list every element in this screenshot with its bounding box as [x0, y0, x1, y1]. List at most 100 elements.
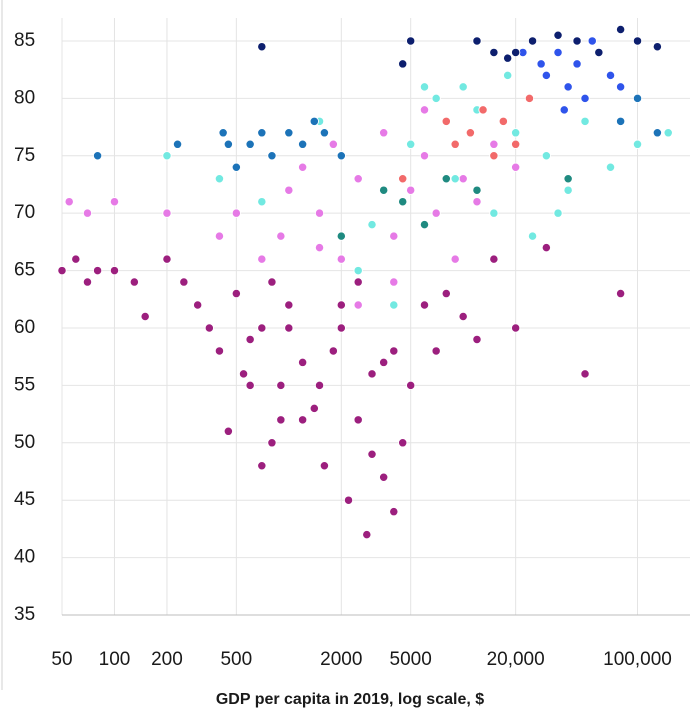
point	[257, 461, 267, 471]
point	[336, 300, 346, 310]
y-tick-label: 40	[14, 547, 35, 568]
point	[398, 59, 408, 69]
point	[431, 346, 441, 356]
point	[563, 82, 573, 92]
y-tick-label: 55	[14, 374, 35, 395]
point	[82, 277, 93, 287]
point	[367, 369, 377, 379]
point	[129, 277, 139, 287]
point	[284, 128, 294, 138]
point	[406, 36, 416, 46]
x-tick-label: 100	[99, 649, 131, 670]
point	[257, 323, 267, 333]
point	[472, 334, 482, 345]
point	[336, 323, 346, 333]
point	[406, 380, 416, 391]
point	[472, 185, 482, 195]
point	[367, 449, 377, 459]
point	[541, 242, 552, 253]
point	[245, 380, 255, 391]
point	[71, 254, 81, 264]
point	[632, 93, 643, 104]
point	[489, 151, 499, 161]
point	[297, 139, 308, 149]
point	[238, 369, 249, 379]
point	[362, 529, 372, 540]
point	[297, 415, 308, 425]
y-tick-label: 45	[14, 489, 35, 510]
point	[162, 254, 172, 264]
point	[389, 300, 399, 310]
point	[472, 197, 482, 207]
point	[379, 128, 389, 138]
point	[109, 265, 120, 276]
point	[223, 139, 234, 149]
point	[580, 93, 590, 104]
y-tick-label: 70	[14, 202, 35, 223]
point	[511, 162, 521, 172]
point	[389, 231, 399, 241]
point	[458, 174, 468, 184]
point	[92, 151, 103, 161]
point	[615, 288, 626, 299]
point	[309, 116, 319, 126]
point	[379, 357, 389, 368]
point	[580, 369, 590, 379]
point	[223, 426, 234, 436]
point	[353, 300, 363, 310]
point	[257, 197, 267, 207]
point	[82, 208, 93, 218]
point	[652, 42, 663, 52]
labels: 35 40 45 50 55 60 65 70 75 80 85 50 100 200 500 2000 500…	[14, 30, 672, 670]
point	[419, 151, 430, 161]
point	[314, 242, 325, 253]
point	[572, 36, 582, 46]
point	[389, 507, 399, 517]
point	[328, 139, 338, 149]
point	[109, 197, 120, 207]
point	[441, 174, 451, 184]
point	[632, 36, 643, 46]
point	[276, 415, 286, 425]
point	[406, 185, 416, 195]
point	[140, 311, 150, 322]
point	[541, 151, 552, 161]
x-tick-label: 2000	[320, 649, 362, 670]
x-tick-label: 20,000	[487, 649, 545, 670]
point	[478, 105, 488, 115]
point	[284, 300, 294, 310]
point	[336, 254, 346, 264]
point	[343, 495, 354, 505]
point	[419, 220, 430, 230]
point	[511, 323, 521, 333]
point	[587, 36, 597, 46]
point	[245, 334, 255, 345]
point	[419, 82, 430, 92]
point	[489, 139, 499, 149]
point	[379, 472, 389, 482]
point	[214, 231, 225, 241]
point	[563, 174, 573, 184]
point	[231, 162, 241, 172]
point	[572, 59, 582, 69]
point	[489, 254, 499, 264]
point	[367, 220, 377, 230]
point	[419, 300, 430, 310]
point	[309, 403, 319, 413]
point	[632, 139, 643, 149]
point	[441, 288, 451, 299]
point	[276, 380, 286, 391]
point	[450, 139, 460, 149]
point	[419, 105, 430, 115]
point	[431, 93, 441, 104]
point	[172, 139, 183, 149]
x-tick-label: 500	[220, 649, 252, 670]
point	[511, 47, 521, 58]
point	[563, 185, 573, 195]
point	[559, 105, 569, 115]
point	[652, 128, 663, 138]
point	[503, 53, 513, 63]
point	[257, 42, 267, 52]
point	[353, 415, 363, 425]
x-tick-label: 100,000	[603, 649, 672, 670]
